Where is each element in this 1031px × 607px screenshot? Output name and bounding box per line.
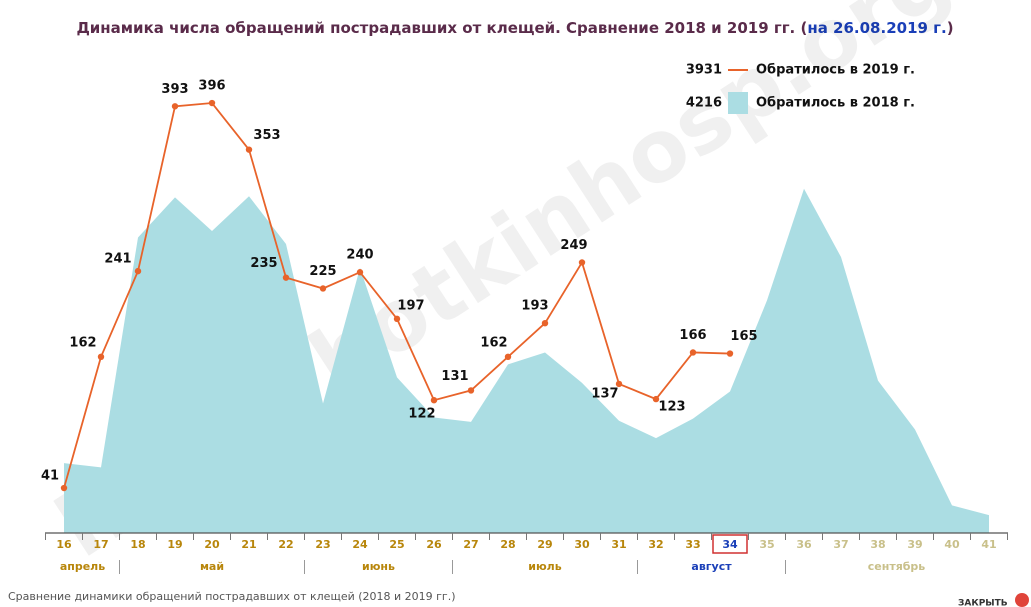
point xyxy=(356,269,364,276)
legend-label: Обратилось в 2018 г. xyxy=(756,96,915,111)
point xyxy=(467,387,475,394)
data-label: 241 xyxy=(104,252,131,267)
data-label: 166 xyxy=(679,328,706,343)
point xyxy=(319,285,327,292)
x-tick-label: 36 xyxy=(796,538,812,551)
data-label: 197 xyxy=(397,298,424,313)
close-icon[interactable] xyxy=(1015,593,1029,607)
x-tick-label: 27 xyxy=(463,538,478,551)
point xyxy=(134,267,142,275)
chart-title: Динамика числа обращений пострадавших от… xyxy=(76,19,953,37)
legend-label: Обратилось в 2019 г. xyxy=(756,63,915,78)
point xyxy=(726,350,734,357)
x-tick-label: 39 xyxy=(907,538,922,551)
legend-swatch xyxy=(728,92,748,114)
point xyxy=(578,259,586,266)
data-label: 249 xyxy=(560,238,587,253)
point xyxy=(504,353,512,361)
x-tick-label: 34 xyxy=(722,538,738,551)
x-tick-label: 22 xyxy=(278,538,293,551)
data-label: 137 xyxy=(591,386,618,401)
x-tick-label: 21 xyxy=(241,538,256,551)
x-tick-label: 40 xyxy=(944,538,960,551)
point xyxy=(615,380,623,388)
x-tick-label: 18 xyxy=(130,538,145,551)
x-tick-label: 29 xyxy=(537,538,552,551)
month-label: август xyxy=(691,560,732,573)
area-2018 xyxy=(64,188,989,533)
legend-total: 3931 xyxy=(686,63,722,78)
plot: 16 17 18 19 20 21 22 23 24 25 26 27 28 29 30 31 32 33 34 35… xyxy=(41,79,1008,574)
x-tick-label: 37 xyxy=(833,538,848,551)
x-tick-label: 25 xyxy=(389,538,404,551)
x-tick-label: 30 xyxy=(574,538,590,551)
x-tick-label: 19 xyxy=(167,538,182,551)
x-tick-label: 28 xyxy=(500,538,515,551)
close-button[interactable]: ЗАКРЫТЬ xyxy=(958,599,1008,607)
footer: Сравнение динамики обращений пострадавши… xyxy=(8,590,456,603)
data-label: 162 xyxy=(480,335,507,350)
data-label: 123 xyxy=(658,400,685,415)
point xyxy=(97,353,105,361)
point xyxy=(208,99,216,107)
data-label: 225 xyxy=(309,264,336,279)
data-label: 353 xyxy=(253,128,280,143)
month-label: апрель xyxy=(60,560,105,573)
x-tick-label: 33 xyxy=(685,538,700,551)
current-week-box xyxy=(712,534,748,554)
data-label: 240 xyxy=(346,248,373,263)
point xyxy=(393,315,401,323)
x-tick-label: 16 xyxy=(56,538,72,551)
data-label: 122 xyxy=(408,407,435,422)
point xyxy=(689,349,697,356)
month-label: май xyxy=(200,560,224,573)
x-tick-label: 26 xyxy=(426,538,442,551)
title-main: Динамика числа обращений пострадавших от… xyxy=(76,19,807,37)
point xyxy=(282,274,290,281)
month-label: июнь xyxy=(362,560,395,573)
point xyxy=(541,319,549,327)
month-label: сентябрь xyxy=(868,560,926,573)
point xyxy=(171,103,179,110)
data-label: 41 xyxy=(41,469,59,484)
data-label: 235 xyxy=(250,256,277,271)
title-end: ) xyxy=(947,19,954,37)
x-tick-label: 23 xyxy=(315,538,330,551)
data-label: 131 xyxy=(441,369,468,384)
data-label: 165 xyxy=(730,329,757,344)
point xyxy=(60,484,68,492)
title-date: на 26.08.2019 г. xyxy=(807,19,946,37)
data-label: 393 xyxy=(161,82,188,97)
data-label: 162 xyxy=(69,335,96,350)
x-tick-label: 31 xyxy=(611,538,626,551)
point xyxy=(430,396,438,404)
x-tick-label: 41 xyxy=(981,538,996,551)
x-tick-label: 32 xyxy=(648,538,663,551)
point xyxy=(652,395,660,403)
x-tick-label: 38 xyxy=(870,538,885,551)
month-label: июль xyxy=(528,560,561,573)
legend-total: 4216 xyxy=(686,96,722,111)
x-tick-label: 24 xyxy=(352,538,368,551)
x-tick-label: 17 xyxy=(93,538,108,551)
x-tick-label: 35 xyxy=(759,538,774,551)
point xyxy=(245,146,253,153)
x-tick-label: 20 xyxy=(204,538,220,551)
data-label: 396 xyxy=(198,79,225,94)
data-label: 193 xyxy=(521,299,548,314)
